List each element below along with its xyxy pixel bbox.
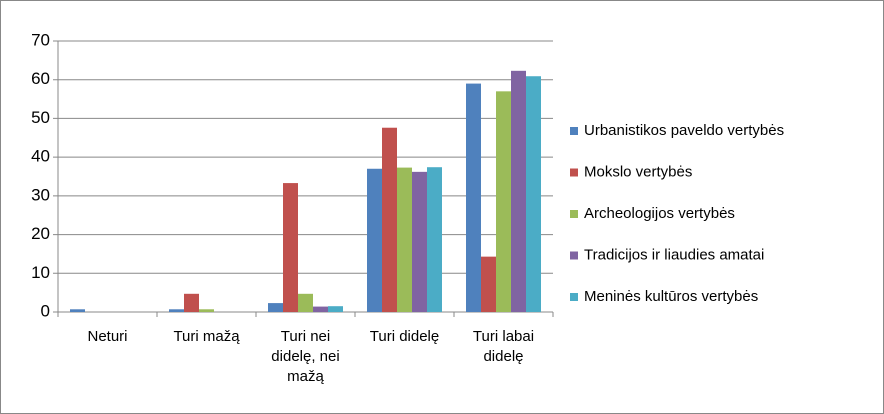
bar [496, 91, 511, 312]
y-tick-label: 30 [31, 185, 50, 204]
y-tick-label: 40 [31, 147, 50, 166]
legend-label: Meninės kultūros vertybės [584, 288, 758, 305]
legend-label: Urbanistikos paveldo vertybės [584, 122, 784, 139]
legend-label: Archeologijos vertybės [584, 205, 735, 222]
y-tick-label: 0 [41, 301, 50, 320]
x-tick-label: Turi didelę [369, 328, 440, 345]
y-tick-label: 50 [31, 108, 50, 127]
bar [511, 70, 526, 312]
legend-label: Mokslo vertybės [584, 163, 692, 180]
legend-swatch [570, 127, 578, 135]
bar [526, 76, 541, 312]
x-tick-label: Turi nei didelę, nei mažą [271, 328, 340, 385]
bar [268, 303, 283, 312]
x-tick-label: Neturi [87, 328, 128, 345]
bar [412, 171, 427, 312]
legend-swatch [570, 210, 578, 218]
x-tick-label: Turi mažą [173, 328, 240, 345]
y-tick-label: 10 [31, 263, 50, 282]
bar [283, 183, 298, 312]
bar [397, 167, 412, 312]
bar [199, 309, 214, 312]
bar [313, 306, 328, 312]
legend-label: Tradicijos ir liaudies amatai [584, 246, 764, 263]
bar [481, 256, 496, 312]
bar [328, 306, 343, 312]
x-tick-label: Turi labai didelę [472, 328, 535, 365]
y-tick-label: 20 [31, 224, 50, 243]
bar [184, 293, 199, 312]
bar [70, 309, 85, 312]
bar [427, 167, 442, 312]
bar [466, 83, 481, 312]
legend-swatch [570, 293, 578, 301]
bar [382, 127, 397, 312]
legend-swatch [570, 168, 578, 177]
y-tick-label: 60 [31, 69, 50, 88]
legend-swatch [570, 251, 578, 260]
bar [169, 309, 184, 312]
bar [298, 293, 313, 312]
y-tick-label: 70 [31, 30, 50, 49]
bar [367, 168, 382, 312]
